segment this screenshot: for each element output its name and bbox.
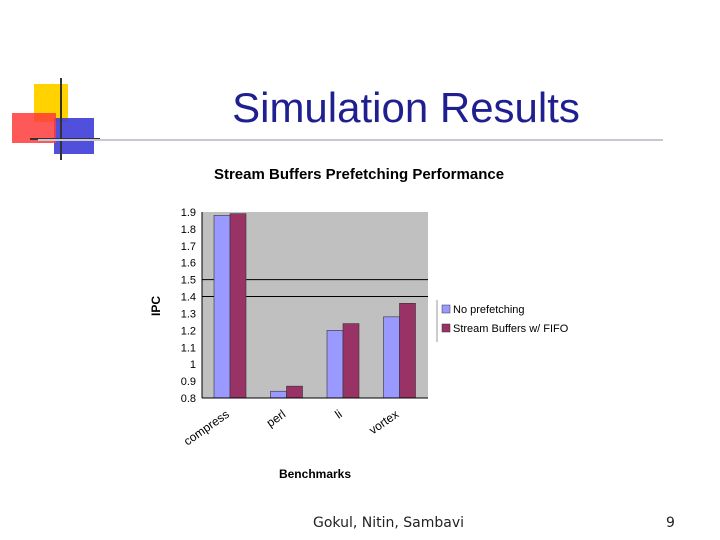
x-axis-label: Benchmarks bbox=[279, 467, 351, 481]
x-tick-label-perl: perl bbox=[264, 407, 288, 430]
y-tick-label: 1.9 bbox=[181, 207, 196, 219]
title-divider bbox=[38, 139, 663, 141]
y-tick-label: 1.2 bbox=[181, 325, 196, 337]
bar-vortex-series-1 bbox=[383, 316, 400, 399]
bar-li-series-1 bbox=[326, 330, 344, 399]
y-tick-label: 0.9 bbox=[181, 376, 196, 388]
y-axis-label: IPC bbox=[149, 296, 163, 316]
chart-title: Stream Buffers Prefetching Performance bbox=[214, 166, 504, 183]
y-tick-label: 0.8 bbox=[181, 393, 196, 405]
y-tick-label: 1.4 bbox=[181, 292, 196, 304]
y-tick-label: 1.5 bbox=[181, 275, 196, 287]
x-tick-label-li: li bbox=[332, 407, 344, 422]
bar-vortex-series-2 bbox=[399, 303, 416, 399]
y-tick-label: 1 bbox=[190, 359, 196, 371]
y-tick-label: 1.6 bbox=[181, 258, 196, 270]
legend-label-1: No prefetching bbox=[453, 304, 525, 316]
x-tick-label-vortex: vortex bbox=[366, 407, 401, 437]
y-tick-label: 1.1 bbox=[181, 342, 196, 354]
slide-title: Simulation Results bbox=[232, 84, 580, 131]
page-number: 9 bbox=[666, 515, 675, 531]
bar-perl-series-1 bbox=[270, 390, 287, 399]
x-tick-label-compress: compress bbox=[181, 407, 232, 448]
y-tick-label: 1.7 bbox=[181, 241, 196, 253]
legend-swatch-1 bbox=[441, 304, 451, 314]
bar-compress-series-2 bbox=[229, 213, 247, 399]
bar-li-series-2 bbox=[342, 323, 360, 399]
slide-footer: Gokul, Nitin, Sambavi bbox=[313, 515, 465, 531]
bar-compress-series-1 bbox=[213, 215, 231, 399]
chart-legend: No prefetching Stream Buffers w/ FIFO bbox=[436, 300, 569, 342]
bar-perl-series-2 bbox=[286, 385, 303, 399]
y-tick-label: 1.8 bbox=[181, 224, 196, 236]
legend-swatch-2 bbox=[441, 323, 451, 333]
y-tick-label: 1.3 bbox=[181, 308, 196, 320]
legend-label-2: Stream Buffers w/ FIFO bbox=[453, 323, 569, 335]
